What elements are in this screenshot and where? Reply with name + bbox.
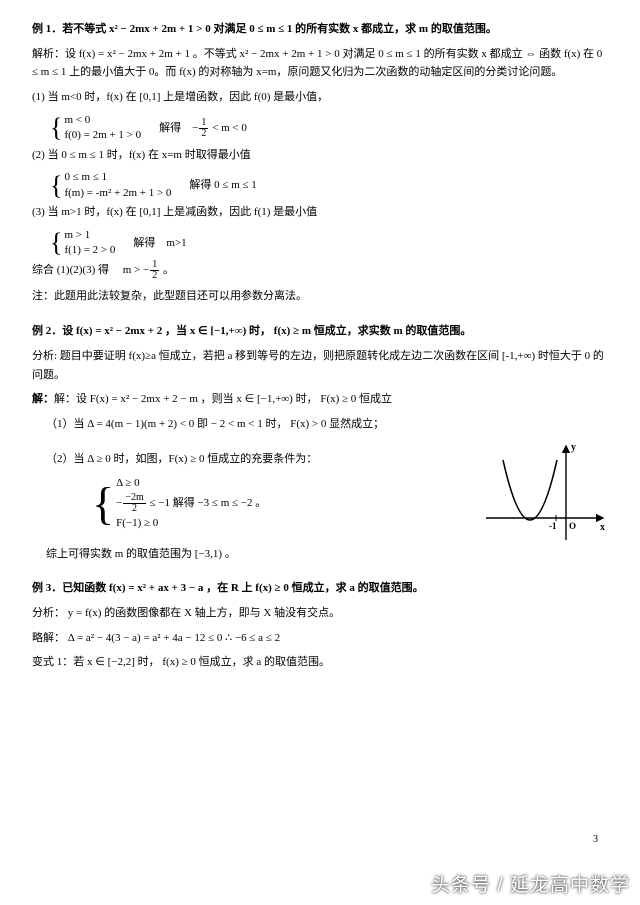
ex2-brace-l1: Δ ≥ 0 [116,474,266,493]
ex2-analysis: 分析: 题目中要证明 f(x)≥a 恒成立，若把 a 移到等号的左边，则把原题转… [32,347,608,384]
ex3-title: 例 3．已知函数 f(x) = x² + ax + 3 − a ，在 R 上 f… [32,579,608,598]
ex1-summary: 综合 (1)(2)(3) 得 m > −12 。 [32,260,608,281]
ex1-case3-head: (3) 当 m>1 时，f(x) 在 [0,1] 上是减函数，因此 f(1) 是… [32,203,608,222]
ex3-sol: 略解： Δ = a² − 4(3 − a) = a² + 4a − 12 ≤ 0… [32,629,608,648]
ex1-case2-head: (2) 当 0 ≤ m ≤ 1 时，f(x) 在 x=m 时取得最小值 [32,146,608,165]
ex2-brace-l3: F(−1) ≥ 0 [116,514,266,533]
watermark: 头条号 / 延龙高中数学 [431,870,630,897]
brace3-line1: m > 1 [64,228,115,243]
brace-icon: { [92,483,114,524]
ex1-brace2: { 0 ≤ m ≤ 1 f(m) = -m² + 2m + 1 > 0 解得 0… [50,170,608,201]
brace2-line1: 0 ≤ m ≤ 1 [64,170,171,185]
page-number: 3 [593,834,598,845]
ex2-c1: （1）当 Δ = 4(m − 1)(m + 2) < 0 即 − 2 < m <… [32,415,608,434]
brace1-line1: m < 0 [64,113,141,128]
brace3-line2: f(1) = 2 > 0 [64,243,115,258]
ex1-analysis: 解析：设 f(x) = x² − 2mx + 2m + 1 。不等式 x² − … [32,45,608,82]
brace2-suffix: 解得 0 ≤ m ≤ 1 [171,176,256,195]
ex2-concl: 综上可得实数 m 的取值范围为 [−3,1) 。 [32,545,608,564]
ex2-title: 例 2．设 f(x) = x² − 2mx + 2 ，当 x ∈ [−1,+∞)… [32,322,608,341]
ex3-variant: 变式 1：若 x ∈ [−2,2] 时， f(x) ≥ 0 恒成立，求 a 的取… [32,653,608,672]
brace1-line2: f(0) = 2m + 1 > 0 [64,128,141,143]
spacer [32,312,608,316]
ex1-title: 例 1．若不等式 x² − 2mx + 2m + 1 > 0 对满足 0 ≤ m… [32,20,608,39]
ex2-brace: { Δ ≥ 0 −−2m2 ≤ −1 解得 −3 ≤ m ≤ −2 。 F(−1… [92,474,468,532]
ex3-analysis: 分析： y = f(x) 的函数图像都在 X 轴上方，即与 X 轴没有交点。 [32,604,608,623]
parabola-chart: x y O -1 [478,440,608,545]
brace-icon: { [50,116,62,139]
brace2-line2: f(m) = -m² + 2m + 1 > 0 [64,186,171,201]
ex2-c2: （2）当 Δ ≥ 0 时，如图，F(x) ≥ 0 恒成立的充要条件为： [32,450,468,469]
origin-label: O [569,521,576,531]
ex2-c2-row: （2）当 Δ ≥ 0 时，如图，F(x) ≥ 0 恒成立的充要条件为： { Δ … [32,440,608,545]
brace-icon: { [50,174,62,197]
brace1-suffix: 解得 −12 < m < 0 [141,118,247,139]
spacer [32,569,608,573]
ex1-brace3: { m > 1 f(1) = 2 > 0 解得 m>1 [50,228,608,259]
ex2-brace-l2: −−2m2 ≤ −1 解得 −3 ≤ m ≤ −2 。 [116,493,266,514]
ex1-brace1: { m < 0 f(0) = 2m + 1 > 0 解得 −12 < m < 0 [50,113,608,144]
brace3-suffix: 解得 m>1 [115,234,186,253]
ex1-note: 注：此题用此法较复杂，此型题目还可以用参数分离法。 [32,287,608,306]
ex1-case1-head: (1) 当 m<0 时，f(x) 在 [0,1] 上是增函数，因此 f(0) 是… [32,88,608,107]
page-content: 例 1．若不等式 x² − 2mx + 2m + 1 > 0 对满足 0 ≤ m… [0,0,640,672]
brace-icon: { [50,231,62,254]
neg-one-label: -1 [549,521,557,531]
x-label: x [600,522,605,533]
ex2-sol-head: 解：解：设 F(x) = x² − 2mx + 2 − m ，则当 x ∈ [−… [32,390,608,409]
parabola-curve [503,460,557,520]
y-label: y [571,442,576,453]
